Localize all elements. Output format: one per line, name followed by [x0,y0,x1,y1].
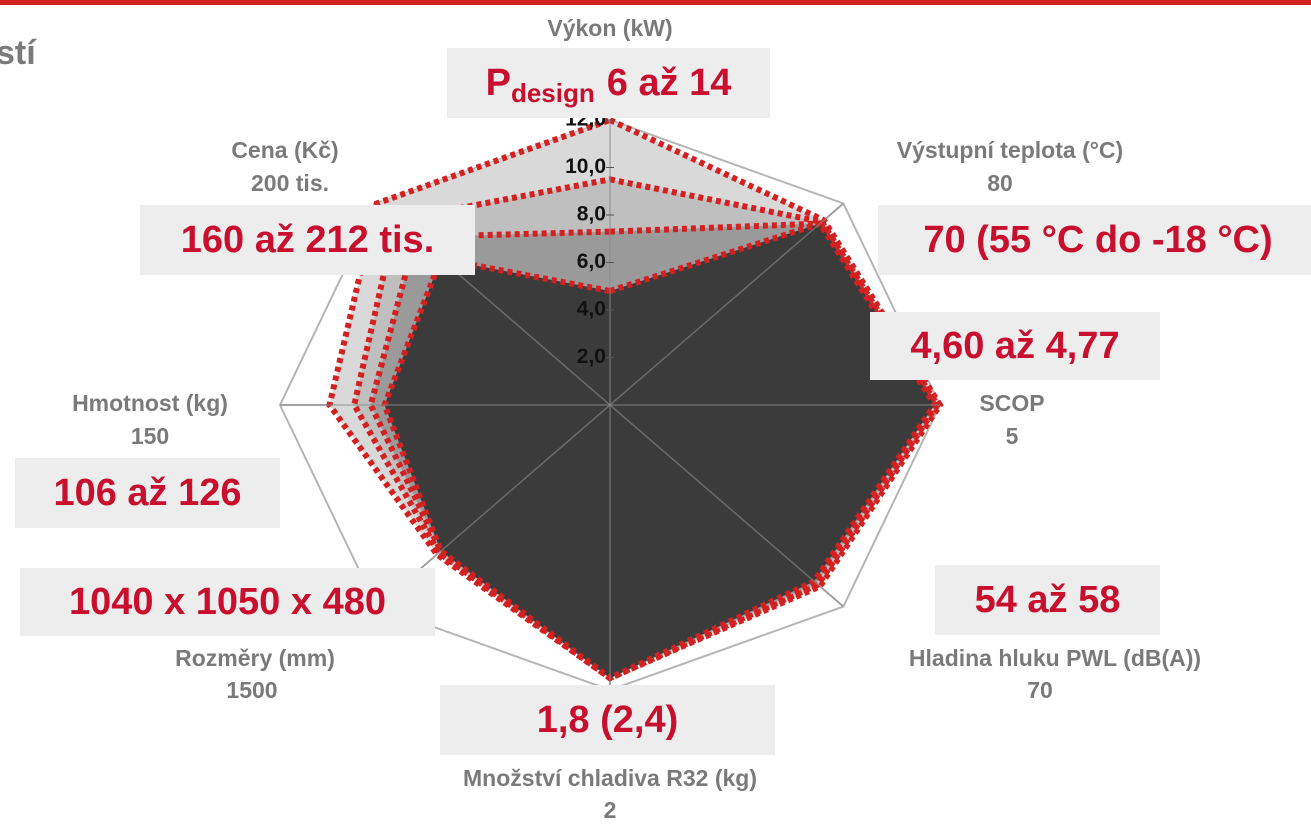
annotation-box [440,685,775,755]
axis-max: 2 [604,797,617,823]
axis-max: 80 [987,170,1013,196]
annotation-text: 160 až 212 tis. [181,219,435,261]
annotation-text: 4,60 až 4,77 [910,325,1119,367]
annotation-text: 54 až 58 [975,579,1121,621]
axis-label: Množství chladiva R32 (kg) [463,765,757,791]
annotation-box [870,312,1160,380]
annotation-text: 1040 x 1050 x 480 [69,581,386,623]
y-tick-label: 8,0 [577,203,606,226]
annotation: 1,8 (2,4) [537,699,679,741]
slide-title: stí [0,34,37,72]
annotation: 70 (55 °C do -18 °C) [923,219,1272,261]
annotation-box [935,565,1160,635]
axis-label: Rozměry (mm) [175,645,335,671]
annotation-subscript: design [511,78,595,108]
annotation-box [20,568,435,636]
annotation-box [140,205,475,275]
annotation-text: 6 až 14 [607,62,732,104]
y-tick-label: 10,0 [565,155,606,178]
annotation-box [878,205,1311,275]
annotation-text: 106 až 126 [53,472,241,514]
axis-max: 150 [131,423,169,449]
annotation-box [15,458,280,528]
y-tick-label: 4,0 [577,298,606,321]
spoke-overlay [609,404,844,608]
y-tick-label: 6,0 [577,250,606,273]
axis-label: SCOP [979,390,1044,416]
axis-max: 5 [1006,423,1019,449]
y-tick-label: 2,0 [577,345,606,368]
axis-label: Výkon (kW) [547,15,672,41]
annotation: 54 až 58 [975,579,1121,621]
axis-label: Cena (Kč) [231,137,338,163]
annotation: Pdesign 6 až 14 [486,62,732,108]
axis-label: Hladina hluku PWL (dB(A)) [909,645,1201,671]
spoke-overlay [609,202,844,406]
axis-max: 1500 [226,677,277,703]
axis-label: Výstupní teplota (°C) [897,137,1123,163]
series-area [381,220,939,682]
axis-label: Hmotnost (kg) [72,390,228,416]
annotation: 4,60 až 4,77 [910,325,1119,367]
annotation: 106 až 126 [53,472,241,514]
annotation-box [447,48,770,118]
axis-max: 70 [1027,677,1053,703]
annotation: 160 až 212 tis. [181,219,435,261]
axis-max: 200 tis. [251,170,329,196]
annotation-text: 1,8 (2,4) [537,699,679,741]
annotation: 1040 x 1050 x 480 [69,581,386,623]
annotation-prefix: P [486,62,511,104]
top-bar [0,0,1311,5]
annotation-text: 70 (55 °C do -18 °C) [923,219,1272,261]
